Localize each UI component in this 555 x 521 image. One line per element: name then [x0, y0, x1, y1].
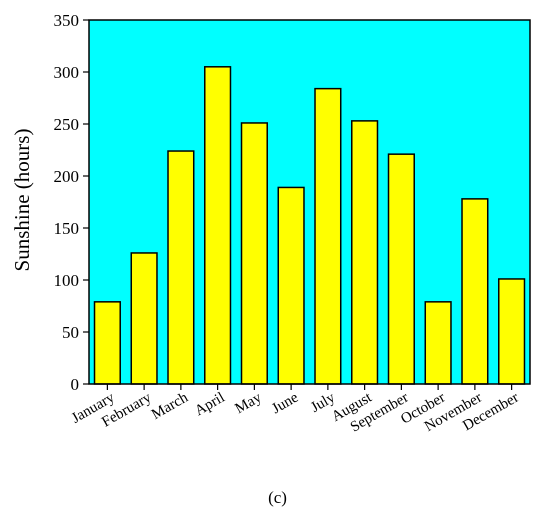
y-tick-label: 0 [71, 375, 80, 394]
bar-chart: 0 50 100 150 200 250 300 350 JanuaryFebruaryMar… [10, 11, 531, 436]
x-tick-label-april: April [192, 390, 227, 420]
x-tick-label-june: June [269, 389, 301, 417]
bar-february [130, 252, 158, 385]
bar-october [424, 301, 452, 385]
plot-frame [88, 19, 531, 385]
bar-november [461, 198, 489, 385]
bar-april [204, 66, 232, 385]
bar-december [498, 278, 526, 385]
bars-group [93, 66, 526, 385]
x-tick-label-march: March [149, 389, 191, 423]
x-tick-label-may: May [233, 389, 265, 417]
y-tick-label: 100 [54, 271, 80, 290]
plot-area [89, 20, 530, 384]
bar-september [387, 153, 415, 385]
y-axis-label: Sunshine (hours) [10, 129, 34, 272]
y-tick-label: 50 [62, 323, 79, 342]
bar-january [93, 301, 121, 385]
y-tick-label: 300 [54, 63, 80, 82]
y-axis: 0 50 100 150 200 250 300 350 [54, 11, 89, 394]
y-tick-label: 350 [54, 11, 80, 30]
bar-july [314, 87, 342, 385]
bar-may [240, 122, 268, 385]
bar-august [351, 120, 379, 385]
y-tick-label: 200 [54, 167, 80, 186]
y-tick-label: 250 [54, 115, 80, 134]
y-tick-label: 150 [54, 219, 80, 238]
figure-caption: (c) [268, 488, 287, 507]
bar-march [167, 150, 195, 385]
bar-june [277, 186, 305, 385]
